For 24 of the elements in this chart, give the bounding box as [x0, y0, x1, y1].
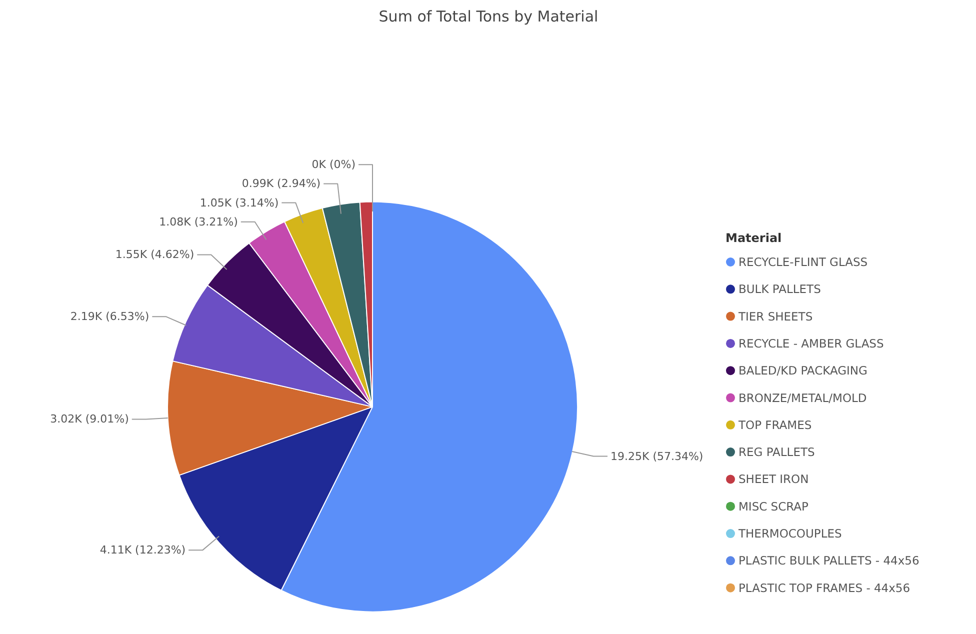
- legend-label: BALED/KD PACKAGING: [738, 364, 868, 378]
- legend-label: MISC SCRAP: [738, 499, 809, 514]
- legend-label: SHEET IRON: [738, 472, 809, 486]
- legend-label: PLASTIC BULK PALLETS - 44x56: [738, 554, 920, 568]
- data-label: 19.25K (57.34%): [610, 450, 704, 463]
- legend-label: PLASTIC TOP FRAMES - 44x56: [738, 580, 910, 595]
- legend-label: TIER SHEETS: [738, 309, 813, 324]
- data-label: 1.05K (3.14%): [200, 196, 279, 210]
- legend-title: Material: [726, 231, 782, 246]
- data-label: 2.19K (6.53%): [70, 310, 150, 324]
- legend-label: TOP FRAMES: [738, 418, 812, 432]
- data-label: 1.08K (3.21%): [159, 215, 238, 228]
- data-label: 4.11K (12.23%): [100, 544, 186, 557]
- legend-label: REG PALLETS: [738, 445, 815, 460]
- text: 0K (0%): [312, 158, 356, 172]
- legend-label: BULK PALLETS: [738, 282, 821, 296]
- chart-title: Sum of Total Tons by Material: [378, 8, 598, 26]
- data-label: 3.02K (9.01%): [50, 412, 129, 426]
- legend-label: BRONZE/METAL/MOLD: [738, 390, 867, 405]
- data-label: 1.55K (4.62%): [115, 248, 194, 262]
- legend-label: RECYCLE - AMBER GLASS: [738, 336, 884, 350]
- legend-label: THERMOCOUPLES: [738, 526, 842, 541]
- legend-label: RECYCLE-FLINT GLASS: [738, 255, 868, 269]
- data-label: 0.99K (2.94%): [242, 177, 321, 190]
